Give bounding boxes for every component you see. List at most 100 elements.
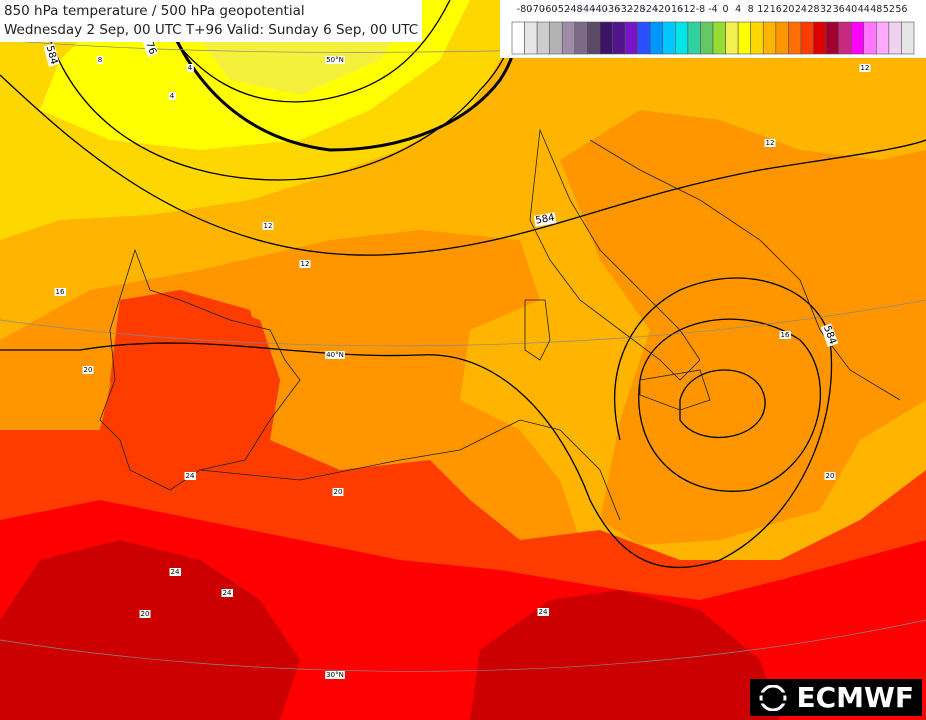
map-label: 20 <box>141 610 150 618</box>
map-label-bg <box>859 64 871 72</box>
geopotential-contours <box>0 0 926 568</box>
legend-swatch <box>788 21 802 55</box>
legend-swatch <box>549 21 563 55</box>
map-label-bg <box>325 351 345 359</box>
legend-label: -16 <box>668 4 684 15</box>
map-label: 20 <box>826 472 835 480</box>
map-label-bg <box>168 92 176 100</box>
legend: -80 -70 -60 -52 -48 -44 -40 -36 -32 -28 -24 -20 -16-… <box>500 0 926 58</box>
coastlines <box>99 128 901 521</box>
legend-swatch <box>775 21 789 55</box>
legend-label: 20 <box>782 4 794 15</box>
legend-swatch <box>737 21 751 55</box>
map-label-bg <box>186 64 194 72</box>
field-20a <box>560 110 926 545</box>
map-label: 20 <box>84 366 93 374</box>
legend-swatch <box>662 21 676 55</box>
legend-label: -48 <box>567 4 583 15</box>
map-label: 584 <box>44 44 60 65</box>
map-label-bg <box>764 139 776 147</box>
legend-swatch <box>561 21 576 55</box>
legend-swatch <box>888 21 902 55</box>
legend-label: -32 <box>617 4 633 15</box>
legend-label: 28 <box>807 4 819 15</box>
legend-swatch <box>649 21 664 55</box>
map-label-bg <box>82 366 94 374</box>
legend-swatch <box>612 21 626 55</box>
map-label: 40°N <box>326 351 344 359</box>
legend-label: 24 <box>795 4 807 15</box>
legend-swatch <box>863 21 877 55</box>
map-label: 24 <box>539 608 548 616</box>
map-label: 24 <box>171 568 180 576</box>
legend-label: 48 <box>870 4 882 15</box>
map-label: 4 <box>188 64 193 72</box>
logo-icon <box>759 684 788 711</box>
legend-label: -8 <box>696 4 705 15</box>
map-label-bg <box>325 56 345 64</box>
map-label: 4 <box>170 92 175 100</box>
legend-swatch <box>762 21 777 55</box>
map-label: 24 <box>223 589 232 597</box>
field-32b <box>470 590 780 720</box>
map-label: 20 <box>334 488 343 496</box>
legend-swatch <box>624 21 638 55</box>
field-24-iberia <box>110 290 270 470</box>
map-label-bg <box>54 288 66 296</box>
map-label-bg <box>779 331 791 339</box>
legend-label: 56 <box>895 4 907 15</box>
map-label: 584 <box>535 212 556 226</box>
legend-swatch <box>838 21 852 55</box>
legend-swatch <box>825 21 839 55</box>
legend-label: 16 <box>770 4 782 15</box>
legend-swatch <box>800 21 814 55</box>
map-label: 8 <box>98 56 102 64</box>
legend-swatch <box>637 21 651 55</box>
logo-text: ECMWF <box>796 681 914 714</box>
legend-label: 36 <box>833 4 845 15</box>
legend-label: -70 <box>529 4 545 15</box>
legend-label: -60 <box>542 4 558 15</box>
map-label-bg <box>139 610 151 618</box>
legend-label: 32 <box>820 4 832 15</box>
legend-label: 4 <box>735 4 741 15</box>
map-label-bg <box>221 589 233 597</box>
legend-swatch <box>675 21 689 55</box>
legend-label: 12 <box>757 4 769 15</box>
map-label-bg <box>533 212 557 227</box>
legend-label: 52 <box>883 4 895 15</box>
legend-label: -52 <box>554 4 570 15</box>
legend-swatch <box>750 21 764 55</box>
map-label: 12 <box>301 260 310 268</box>
logo: ECMWF <box>750 679 922 716</box>
legend-swatch <box>876 21 890 55</box>
map-label-bg <box>43 43 60 67</box>
legend-swatch <box>725 21 739 55</box>
map-label-bg <box>184 472 196 480</box>
legend-label: -24 <box>642 4 658 15</box>
legend-swatch <box>901 21 915 55</box>
field-32a <box>0 540 300 720</box>
legend-label: -36 <box>605 4 621 15</box>
legend-label: 40 <box>845 4 857 15</box>
map-label: 16 <box>56 288 65 296</box>
legend-swatch <box>524 21 538 55</box>
legend-swatch <box>850 21 865 55</box>
map-label-bg <box>332 488 344 496</box>
map-label: 12 <box>264 222 273 230</box>
legend-label: 8 <box>748 4 754 15</box>
legend-swatch <box>687 21 701 55</box>
map-label: 16 <box>781 331 790 339</box>
legend-swatch <box>700 21 714 55</box>
legend-swatch <box>536 21 550 55</box>
legend-label: -20 <box>655 4 671 15</box>
map-label: 50°N <box>326 56 344 64</box>
legend-swatch <box>574 21 588 55</box>
map-label-bg <box>169 568 181 576</box>
legend-label: 44 <box>858 4 870 15</box>
map-label: 12 <box>766 139 775 147</box>
legend-swatch <box>712 21 726 55</box>
title: 850 hPa temperature / 500 hPa geopotenti… <box>4 3 305 19</box>
